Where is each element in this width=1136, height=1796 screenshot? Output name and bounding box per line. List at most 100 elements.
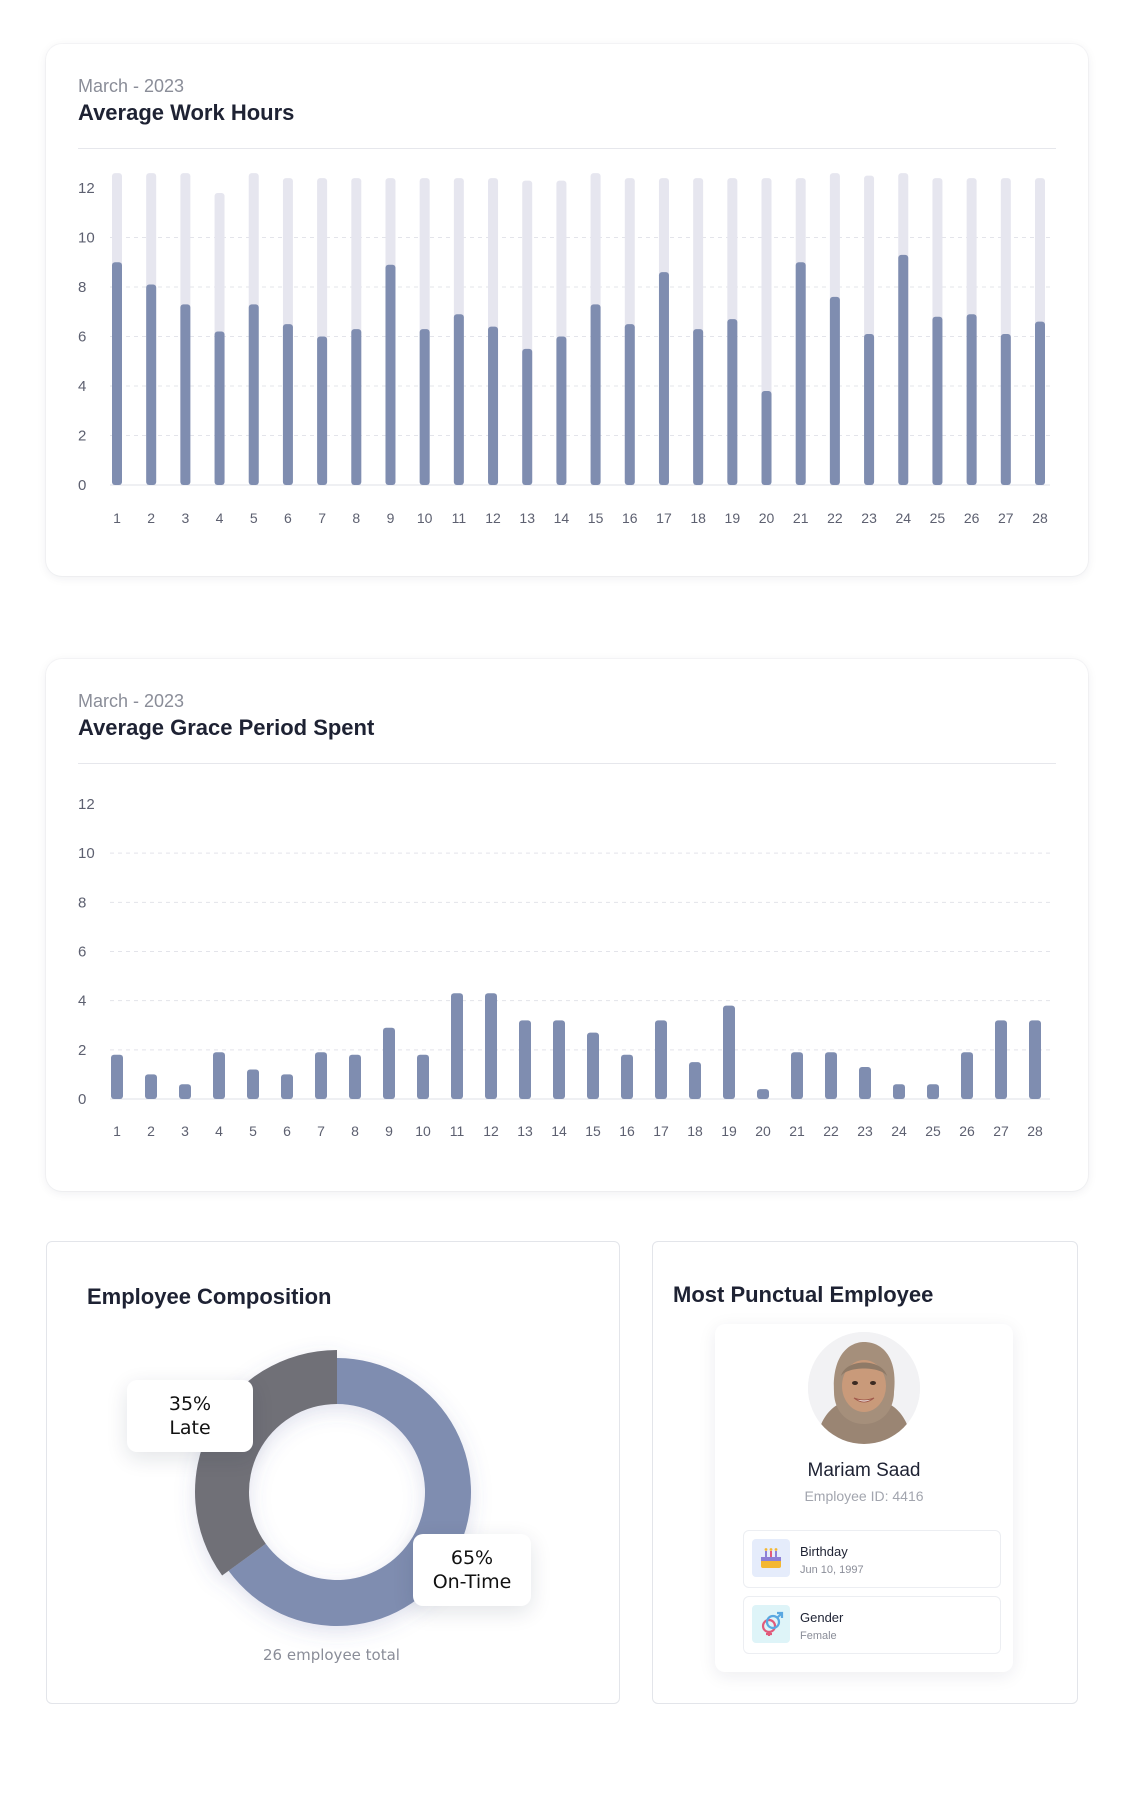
grace-period-bar[interactable] — [723, 1005, 735, 1099]
grace-period-x-tick: 21 — [789, 1123, 805, 1139]
grace-period-bar[interactable] — [859, 1067, 871, 1099]
grace-period-bar[interactable] — [519, 1020, 531, 1099]
work-hours-x-tick: 19 — [725, 510, 741, 526]
work-hours-x-tick: 12 — [485, 510, 501, 526]
grace-period-bar[interactable] — [213, 1052, 225, 1099]
grace-period-divider — [78, 763, 1056, 764]
grace-period-bar[interactable] — [689, 1062, 701, 1099]
grace-period-bar[interactable] — [451, 993, 463, 1099]
grace-period-x-tick: 26 — [959, 1123, 975, 1139]
grace-period-x-tick: 16 — [619, 1123, 635, 1139]
grace-period-bar[interactable] — [179, 1084, 191, 1099]
grace-period-x-tick: 15 — [585, 1123, 601, 1139]
work-hours-bar[interactable] — [146, 284, 157, 485]
work-hours-bar[interactable] — [1000, 334, 1011, 485]
work-hours-bar[interactable] — [453, 314, 464, 485]
work-hours-bar[interactable] — [727, 319, 738, 485]
grace-period-x-tick: 3 — [181, 1123, 189, 1139]
work-hours-bar[interactable] — [351, 329, 362, 485]
work-hours-bar[interactable] — [385, 264, 396, 485]
work-hours-bar[interactable] — [317, 336, 328, 486]
grace-period-x-tick: 17 — [653, 1123, 669, 1139]
work-hours-bar[interactable] — [761, 390, 772, 485]
work-hours-x-tick: 11 — [452, 510, 467, 526]
grace-period-bar[interactable] — [995, 1020, 1007, 1099]
grace-period-bar[interactable] — [349, 1054, 361, 1099]
grace-period-y-tick: 0 — [78, 1091, 86, 1108]
work-hours-bar[interactable] — [864, 334, 875, 485]
grace-period-x-tick: 27 — [993, 1123, 1009, 1139]
grace-period-bar[interactable] — [485, 993, 497, 1099]
work-hours-x-tick: 14 — [554, 510, 570, 526]
grace-period-bar[interactable] — [825, 1052, 837, 1099]
grace-period-bar[interactable] — [281, 1074, 293, 1099]
birthday-label: Birthday — [800, 1544, 848, 1559]
work-hours-bar[interactable] — [556, 336, 567, 486]
work-hours-x-tick: 28 — [1032, 510, 1048, 526]
grace-period-bar[interactable] — [757, 1089, 769, 1099]
grace-period-x-tick: 12 — [483, 1123, 499, 1139]
grace-period-x-tick: 2 — [147, 1123, 155, 1139]
work-hours-bar[interactable] — [112, 262, 122, 485]
work-hours-bar[interactable] — [282, 324, 293, 485]
work-hours-bar[interactable] — [419, 329, 430, 485]
work-hours-bar[interactable] — [624, 324, 635, 485]
work-hours-bar[interactable] — [898, 254, 909, 485]
work-hours-bar[interactable] — [180, 304, 191, 485]
grace-period-x-tick: 10 — [415, 1123, 431, 1139]
work-hours-y-tick: 10 — [78, 230, 95, 247]
grace-period-x-tick: 8 — [351, 1123, 359, 1139]
grace-period-bar[interactable] — [927, 1084, 939, 1099]
grace-period-x-tick: 28 — [1027, 1123, 1043, 1139]
work-hours-bar[interactable] — [522, 348, 533, 485]
work-hours-x-tick: 5 — [250, 510, 258, 526]
work-hours-bar[interactable] — [488, 326, 499, 485]
work-hours-bar[interactable] — [214, 331, 225, 485]
grace-period-bar[interactable] — [383, 1027, 395, 1099]
grace-period-x-tick: 9 — [385, 1123, 393, 1139]
work-hours-bar[interactable] — [658, 272, 669, 485]
grace-period-bar[interactable] — [315, 1052, 327, 1099]
work-hours-bar[interactable] — [248, 304, 259, 485]
grace-period-bar[interactable] — [893, 1084, 905, 1099]
grace-period-x-tick: 20 — [755, 1123, 771, 1139]
work-hours-bar[interactable] — [1035, 321, 1045, 485]
work-hours-x-tick: 4 — [216, 510, 224, 526]
work-hours-bar[interactable] — [693, 329, 704, 485]
grace-period-bar[interactable] — [111, 1054, 123, 1099]
grace-period-bar[interactable] — [961, 1052, 973, 1099]
grace-period-bar[interactable] — [655, 1020, 667, 1099]
grace-period-x-tick: 7 — [317, 1123, 325, 1139]
work-hours-bar[interactable] — [590, 304, 601, 485]
grace-period-bar[interactable] — [553, 1020, 565, 1099]
grace-period-bar[interactable] — [587, 1032, 599, 1099]
work-hours-x-tick: 10 — [417, 510, 433, 526]
grace-period-card: March - 2023 Average Grace Period Spent — [46, 659, 1088, 1191]
grace-period-bar[interactable] — [1029, 1020, 1041, 1099]
grace-period-bar[interactable] — [247, 1069, 259, 1100]
grace-period-bar[interactable] — [621, 1054, 633, 1099]
work-hours-x-tick: 17 — [656, 510, 672, 526]
gender-row: Gender Female — [743, 1596, 1001, 1654]
grace-period-y-tick: 4 — [78, 993, 86, 1010]
work-hours-bar[interactable] — [932, 316, 943, 485]
grace-period-bar[interactable] — [791, 1052, 803, 1099]
on-time-label: 65% On-Time — [413, 1534, 531, 1606]
most-punctual-title: Most Punctual Employee — [673, 1282, 934, 1307]
employee-total: 26 employee total — [263, 1646, 400, 1664]
work-hours-x-tick: 16 — [622, 510, 638, 526]
work-hours-bar[interactable] — [795, 262, 806, 485]
work-hours-bar[interactable] — [829, 296, 840, 485]
employee-avatar — [808, 1332, 920, 1444]
work-hours-bar[interactable] — [966, 314, 977, 485]
grace-period-bar[interactable] — [417, 1054, 429, 1099]
grace-period-x-tick: 5 — [249, 1123, 257, 1139]
grace-period-bar[interactable] — [145, 1074, 157, 1099]
work-hours-x-tick: 26 — [964, 510, 980, 526]
birthday-cake-icon — [752, 1539, 790, 1577]
late-text: Late — [169, 1417, 211, 1439]
grace-period-x-tick: 23 — [857, 1123, 873, 1139]
work-hours-y-tick: 4 — [78, 378, 86, 395]
